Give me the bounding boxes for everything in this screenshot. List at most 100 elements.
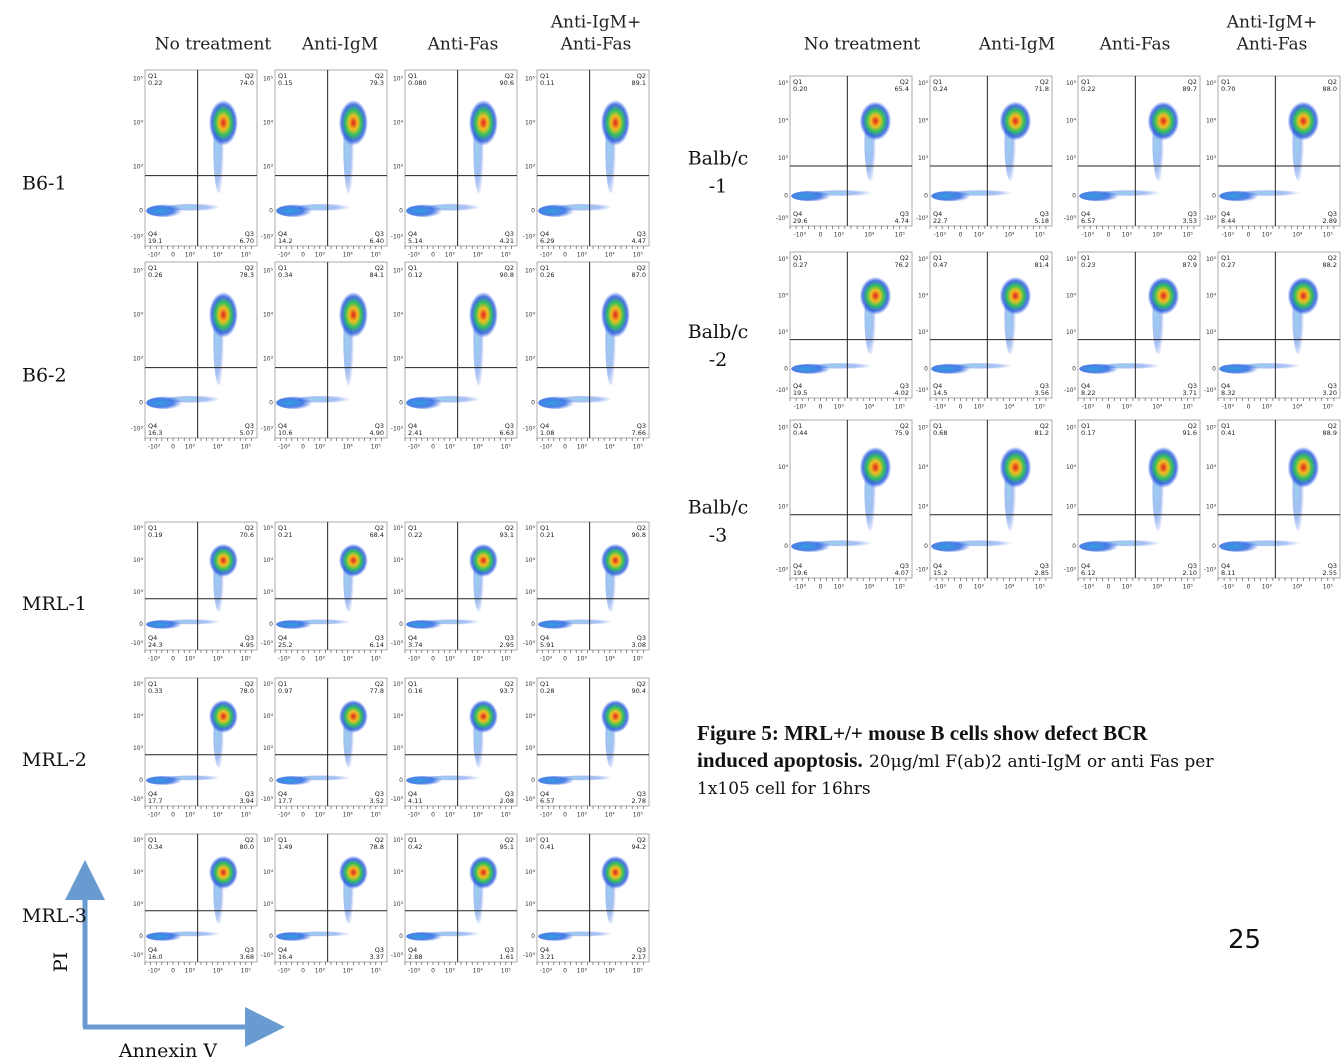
row-label: Balb/c [688,497,749,519]
quadrant-name: Q4 [793,562,802,570]
quadrant-name: Q2 [1188,78,1197,86]
quadrant-value: 6.29 [540,237,554,245]
dot-cloud [468,699,498,734]
quadrant-name: Q2 [505,680,514,688]
quadrant-name: Q1 [408,72,417,80]
x-tick-label: -10³ [278,656,291,663]
dot-cloud [427,395,484,403]
quadrant-value: 6.57 [540,797,554,805]
y-tick-label: 0 [924,365,928,372]
y-tick-label: -10³ [391,234,404,241]
quadrant-name: Q3 [1040,382,1049,390]
column-header: Anti-Fas [1236,35,1308,55]
x-tick-label: 10⁴ [473,812,484,819]
quadrant-value: 3.53 [1183,217,1197,225]
quadrant-name: Q4 [1221,210,1230,218]
quadrant-name: Q3 [1328,210,1337,218]
y-tick-label: 0 [139,399,143,406]
plot-frame [274,261,388,439]
quadrant-value: 0.44 [793,429,807,437]
quadrant-value: 94.2 [632,843,646,851]
quadrant-name: Q2 [375,72,384,80]
quadrant-value: 4.07 [895,569,909,577]
y-tick-label: 0 [784,365,788,372]
quadrant-value: 6.40 [370,237,384,245]
quadrant-name: Q1 [408,524,417,532]
x-tick-label: -10³ [148,656,161,663]
quadrant-name: Q1 [278,72,287,80]
quadrant-value: 0.34 [148,843,162,851]
x-tick-label: 10⁴ [1152,584,1163,591]
quadrant-value: 0.20 [793,85,807,93]
dot-cloud [814,540,876,547]
y-tick-label: 10³ [525,589,536,596]
quadrant-name: Q2 [1328,422,1337,430]
y-tick-label: 0 [399,777,403,784]
y-tick-label: 0 [531,777,535,784]
dot-cloud [1147,276,1180,315]
x-tick-label: -10³ [934,232,947,239]
column-header: Anti-Fas [427,35,499,55]
dot-cloud [208,291,238,338]
quadrant-name: Q1 [793,254,802,262]
quadrant-name: Q4 [148,230,157,238]
quadrant-name: Q4 [540,422,549,430]
y-tick-label: 10³ [393,589,404,596]
x-tick-label: 10⁵ [371,812,382,819]
quadrant-value: 2.17 [632,953,646,961]
plot-frame [789,419,913,579]
x-tick-label: 10⁵ [895,584,906,591]
quadrant-value: 6.14 [370,641,384,649]
x-tick-label: 10⁴ [605,812,616,819]
y-tick-label: 0 [139,933,143,940]
y-tick-label: 10⁵ [918,256,929,263]
quadrant-value: 81.2 [1035,429,1049,437]
y-tick-label: -10³ [776,215,789,222]
y-tick-label: 0 [269,777,273,784]
y-tick-label: 0 [139,777,143,784]
x-tick-label: -10³ [794,404,807,411]
dot-cloud [559,931,616,937]
quadrant-name: Q4 [540,946,549,954]
x-tick-label: 10⁴ [1152,404,1163,411]
quadrant-name: Q4 [540,790,549,798]
x-tick-label: 10⁴ [213,252,224,259]
y-tick-label: 0 [269,621,273,628]
x-tick-label: 10⁵ [1323,584,1334,591]
y-tick-label: 10⁵ [263,837,274,844]
y-tick-label: 0 [269,207,273,214]
x-tick-label: 0 [431,656,435,663]
y-tick-label: 10³ [1206,329,1217,336]
quadrant-value: 2.95 [500,641,514,649]
quadrant-name: Q1 [933,78,942,86]
x-tick-label: 10⁵ [241,252,252,259]
plot-frame [404,261,518,439]
plot-frame [144,833,258,963]
x-tick-label: -10³ [148,252,161,259]
x-tick-label: -10³ [794,584,807,591]
quadrant-value: 0.22 [1081,85,1095,93]
quadrant-name: Q3 [245,422,254,430]
quadrant-value: 70.6 [240,531,254,539]
quadrant-value: 29.6 [793,217,807,225]
quadrant-value: 2.55 [1323,569,1337,577]
dot-cloud [427,775,484,781]
y-tick-label: 10⁵ [778,80,789,87]
plot-frame [404,833,518,963]
dot-cloud [468,99,498,146]
x-tick-label: -10³ [148,444,161,451]
quadrant-name: Q3 [375,422,384,430]
x-tick-label: 10³ [315,968,326,975]
y-tick-label: -10³ [131,426,144,433]
quadrant-value: 0.26 [148,271,162,279]
quadrant-name: Q3 [637,422,646,430]
quadrant-value: 75.9 [895,429,909,437]
quadrant-value: 0.23 [1081,261,1095,269]
plot-frame [536,69,650,247]
x-tick-label: -10³ [540,252,553,259]
x-tick-label: 10³ [834,404,845,411]
quadrant-value: 0.70 [1221,85,1235,93]
quadrant-value: 4.90 [370,429,384,437]
dot-cloud [559,619,616,625]
plot-frame [1217,419,1341,579]
